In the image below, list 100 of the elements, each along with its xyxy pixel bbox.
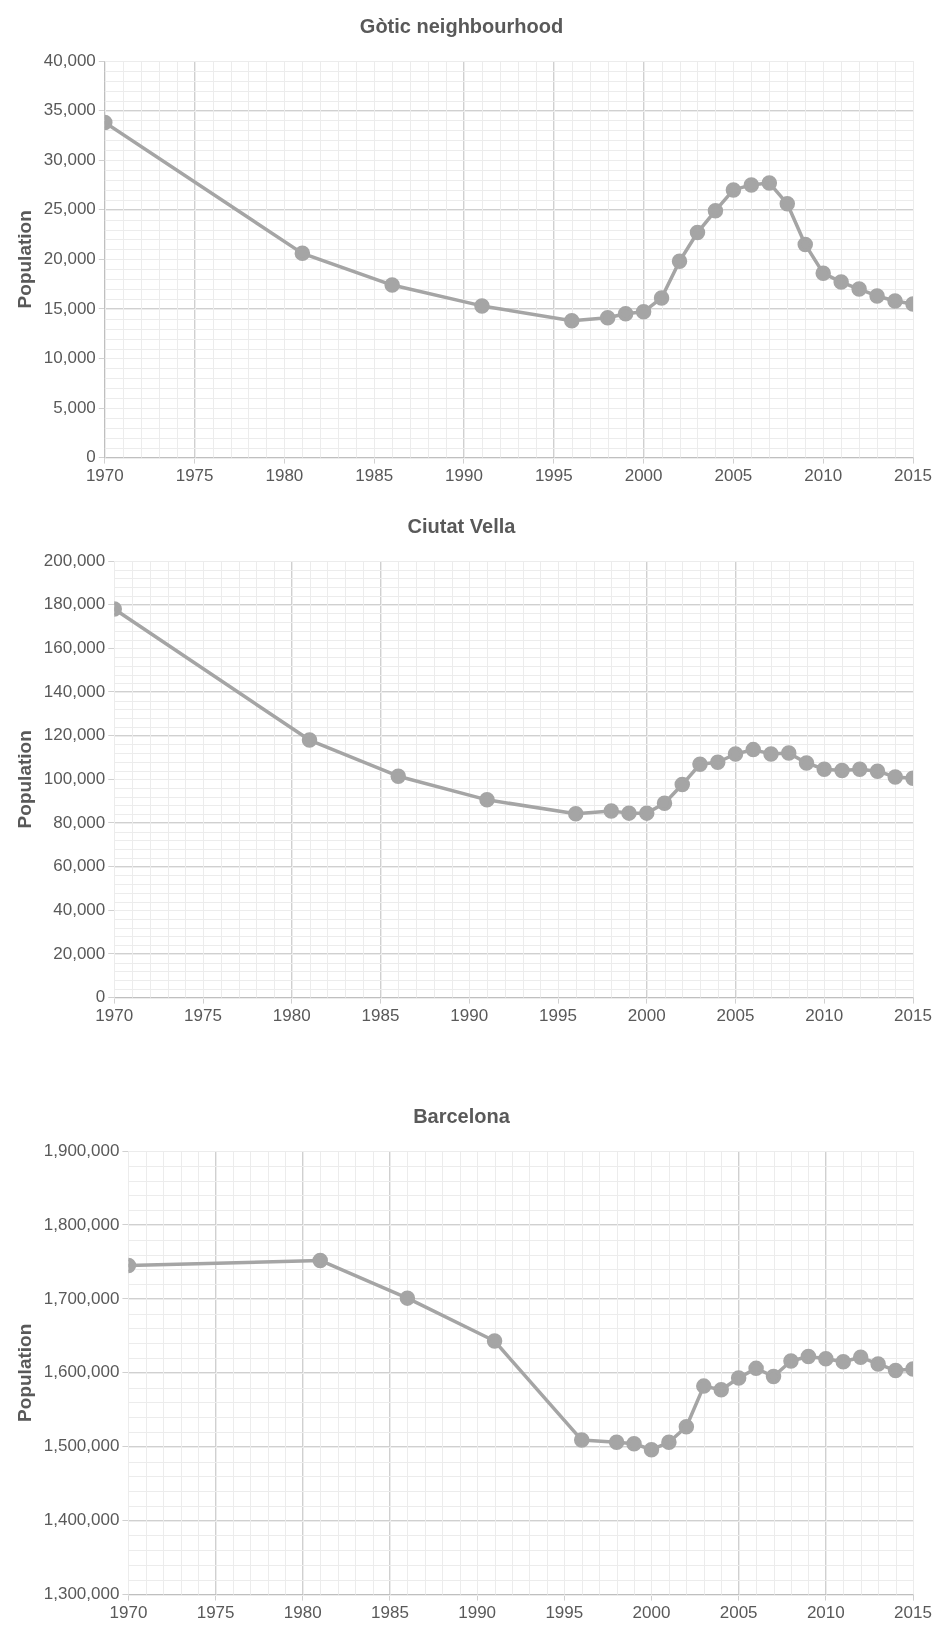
y-tick-label: 1,900,000 xyxy=(43,1140,120,1160)
x-tick-label: 1980 xyxy=(272,1006,311,1026)
point xyxy=(745,741,761,758)
x-tick-label: 1970 xyxy=(95,1006,134,1026)
y-tick-label: 40,000 xyxy=(53,899,106,919)
y-tick-label: 40,000 xyxy=(43,50,96,70)
x-tick-label: 2015 xyxy=(894,1603,932,1623)
point xyxy=(564,313,580,329)
point xyxy=(678,1419,695,1435)
point xyxy=(781,745,797,761)
y-tick-label: 180,000 xyxy=(43,594,106,614)
point xyxy=(653,290,670,306)
point xyxy=(661,1434,677,1451)
y-tick-label: 35,000 xyxy=(43,100,96,120)
point xyxy=(725,182,742,198)
x-tick-label: 1995 xyxy=(539,1006,577,1026)
y-tick-label: 100,000 xyxy=(43,768,106,788)
point xyxy=(798,755,815,771)
x-tick-label: 1985 xyxy=(361,1006,400,1026)
point xyxy=(818,1351,834,1367)
y-tick-label: 10,000 xyxy=(43,348,96,368)
point xyxy=(730,1370,747,1386)
x-tick-label: 2010 xyxy=(806,1603,845,1623)
point xyxy=(635,304,652,320)
x-tick-label: 1985 xyxy=(371,1603,409,1623)
point xyxy=(603,803,619,819)
y-tick-label: 25,000 xyxy=(43,199,96,219)
point xyxy=(617,306,634,322)
x-tick-label: 1980 xyxy=(283,1603,322,1623)
point xyxy=(384,277,400,293)
point xyxy=(390,768,406,784)
y-tick-label: 1,400,000 xyxy=(43,1510,120,1530)
point xyxy=(621,805,637,821)
point xyxy=(312,1252,328,1269)
chart-title: Barcelona xyxy=(413,1104,511,1127)
x-tick-label: 1975 xyxy=(196,1603,235,1623)
point xyxy=(852,761,868,778)
point xyxy=(834,762,850,779)
point xyxy=(674,776,690,793)
y-axis-title: Population xyxy=(13,210,35,309)
point xyxy=(727,746,744,762)
point xyxy=(887,769,903,785)
y-tick-label: 1,700,000 xyxy=(43,1288,120,1308)
y-axis-title: Population xyxy=(13,1323,35,1422)
point xyxy=(474,298,490,314)
x-tick-label: 1990 xyxy=(445,466,483,486)
x-tick-label: 2005 xyxy=(716,1006,755,1026)
x-tick-label: 1970 xyxy=(109,1603,148,1623)
point xyxy=(887,1362,904,1379)
point xyxy=(852,1349,869,1366)
point xyxy=(763,746,779,762)
point xyxy=(833,274,849,290)
point xyxy=(869,763,886,779)
y-tick-label: 30,000 xyxy=(43,149,96,169)
y-axis-title: Population xyxy=(13,730,35,829)
point xyxy=(765,1368,782,1385)
point xyxy=(608,1434,625,1451)
x-tick-label: 1985 xyxy=(355,466,394,486)
x-tick-label: 1990 xyxy=(458,1603,497,1623)
chart-title: Gòtic neighbourhood xyxy=(359,14,564,37)
point xyxy=(301,732,318,748)
y-tick-label: 1,800,000 xyxy=(43,1214,120,1234)
y-tick-label: 5,000 xyxy=(53,397,96,417)
x-tick-label: 2000 xyxy=(627,1006,666,1026)
y-tick-label: 1,300,000 xyxy=(43,1584,120,1604)
point xyxy=(626,1436,642,1452)
point xyxy=(671,253,688,270)
point xyxy=(870,1356,886,1372)
point xyxy=(748,1360,764,1377)
point xyxy=(568,806,584,822)
x-tick-label: 1975 xyxy=(184,1006,222,1026)
y-tick-label: 20,000 xyxy=(53,943,106,963)
x-tick-label: 1980 xyxy=(265,466,304,486)
point xyxy=(761,175,778,191)
point xyxy=(713,1382,729,1398)
point xyxy=(779,196,796,212)
y-tick-label: 0 xyxy=(95,987,106,1007)
y-tick-label: 200,000 xyxy=(43,550,106,570)
point xyxy=(815,265,831,281)
x-tick-label: 2005 xyxy=(719,1603,758,1623)
point xyxy=(573,1432,590,1448)
point xyxy=(696,1378,712,1394)
point xyxy=(800,1348,817,1365)
x-tick-label: 1970 xyxy=(85,466,124,486)
point xyxy=(692,756,708,772)
x-tick-label: 2000 xyxy=(632,1603,671,1623)
point xyxy=(486,1333,503,1349)
y-tick-label: 1,500,000 xyxy=(43,1436,120,1456)
x-tick-label: 1995 xyxy=(534,466,573,486)
point xyxy=(743,177,760,193)
x-tick-label: 1975 xyxy=(175,466,214,486)
point xyxy=(294,245,311,262)
x-tick-label: 2005 xyxy=(714,466,753,486)
point xyxy=(599,310,616,326)
x-tick-label: 2010 xyxy=(805,1006,844,1026)
point xyxy=(639,805,655,821)
y-tick-label: 1,600,000 xyxy=(43,1362,120,1382)
y-tick-label: 20,000 xyxy=(43,248,96,268)
point xyxy=(479,792,495,808)
point xyxy=(399,1290,416,1306)
